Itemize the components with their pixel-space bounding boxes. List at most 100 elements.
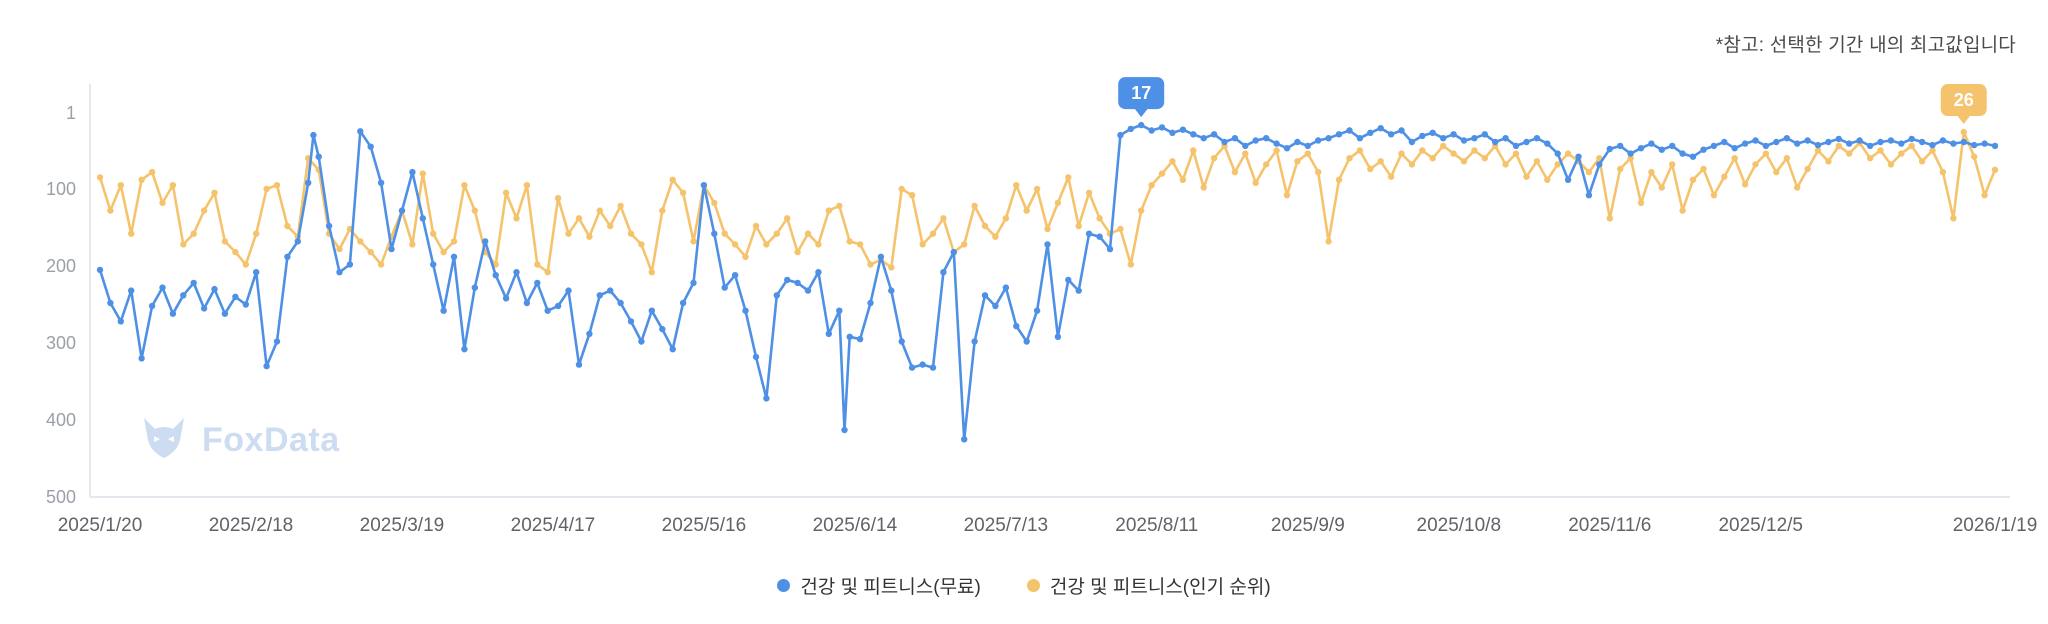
series-point [1033,307,1041,314]
series-point [1606,215,1614,222]
max-value-badge [1118,77,1165,110]
series-point [1887,161,1895,168]
series-point [1585,168,1593,176]
series-point [1346,155,1353,162]
series-point [107,207,114,214]
x-tick-label: 2025/4/17 [511,515,596,536]
series-point [1179,176,1187,183]
series-point [825,207,832,214]
series-point [1002,284,1010,291]
series-point [1971,141,1978,149]
series-point [1346,127,1353,134]
series-point [815,269,822,276]
series-point [554,302,562,310]
series-point [648,307,655,314]
x-tick-label: 2025/5/16 [662,515,747,536]
x-tick-label: 2025/7/13 [964,515,1049,536]
series-point [1356,147,1364,154]
series-point [336,245,343,253]
legend-item-popularity[interactable]: 건강 및 피트니스(인기 순위) [1026,572,1271,599]
x-tick-label: 2025/9/9 [1271,515,1345,536]
series-point [409,168,416,176]
series-point [1377,125,1384,132]
series-point [919,361,926,368]
series-point [1752,137,1759,144]
series-point [1762,150,1770,157]
series-point [1138,121,1145,129]
max-value-badge-pointer [1134,108,1149,118]
series-point [1981,140,1988,147]
series-point [1044,241,1051,248]
series-point [846,238,853,245]
legend-item-free[interactable]: 건강 및 피트니스(무료) [777,572,981,599]
series-point [1658,184,1666,191]
series-point [159,199,166,207]
series-point [221,310,229,317]
series-point [253,269,260,276]
x-tick-label: 2025/1/20 [58,515,143,536]
series-point [1096,215,1103,222]
series-point [1554,161,1561,168]
series-point [638,241,645,248]
series-point [617,202,624,210]
series-point [669,346,676,353]
series-point [1783,135,1791,142]
series-point [929,230,937,237]
series-point [711,199,718,207]
series-point [180,292,187,299]
series-point [1991,142,1999,150]
series-point [1231,168,1239,176]
series-point [1502,135,1509,142]
series-point [627,230,635,237]
series-point [450,253,458,260]
series-point [1127,261,1135,268]
series-point [1502,161,1509,168]
series-point [1252,137,1259,144]
series-point [1991,166,1999,173]
series-point [1981,192,1988,199]
series-point [1408,161,1416,168]
series-point [273,338,281,345]
series-point [607,222,614,230]
series-point [1846,150,1853,157]
series-point [534,279,541,287]
series-point [1741,181,1749,188]
series-point [398,207,406,214]
series-point [1658,146,1666,153]
series-point [1721,138,1728,146]
series-point [1564,150,1572,157]
series-point [773,230,780,237]
series-point [1783,155,1791,162]
series-point [1148,127,1155,134]
series-point [1315,137,1322,144]
series-point [169,182,177,189]
series-point [117,318,125,325]
series-point [1689,153,1697,160]
y-tick-label: 100 [46,179,76,199]
series-point [1679,207,1686,214]
series-point [784,276,791,284]
series-point [148,168,156,176]
series-point [1533,135,1541,142]
series-point [586,233,593,240]
legend-label-free: 건강 및 피트니스(무료) [800,577,981,598]
series-point [305,179,312,186]
series-point [1648,140,1655,147]
series-point [1731,145,1738,152]
series-point [575,361,583,368]
series-point [1304,150,1312,157]
series-point [128,230,135,237]
series-point [377,179,385,186]
series-point [742,253,749,260]
series-point [440,307,447,314]
series-point [992,233,999,240]
series-point [888,287,895,294]
series-point [1408,138,1416,146]
series-point [1377,158,1384,165]
series-point [1606,145,1614,153]
series-point [430,230,437,237]
series-point [1929,141,1936,149]
series-point [1814,141,1822,149]
series-point [1669,161,1676,168]
